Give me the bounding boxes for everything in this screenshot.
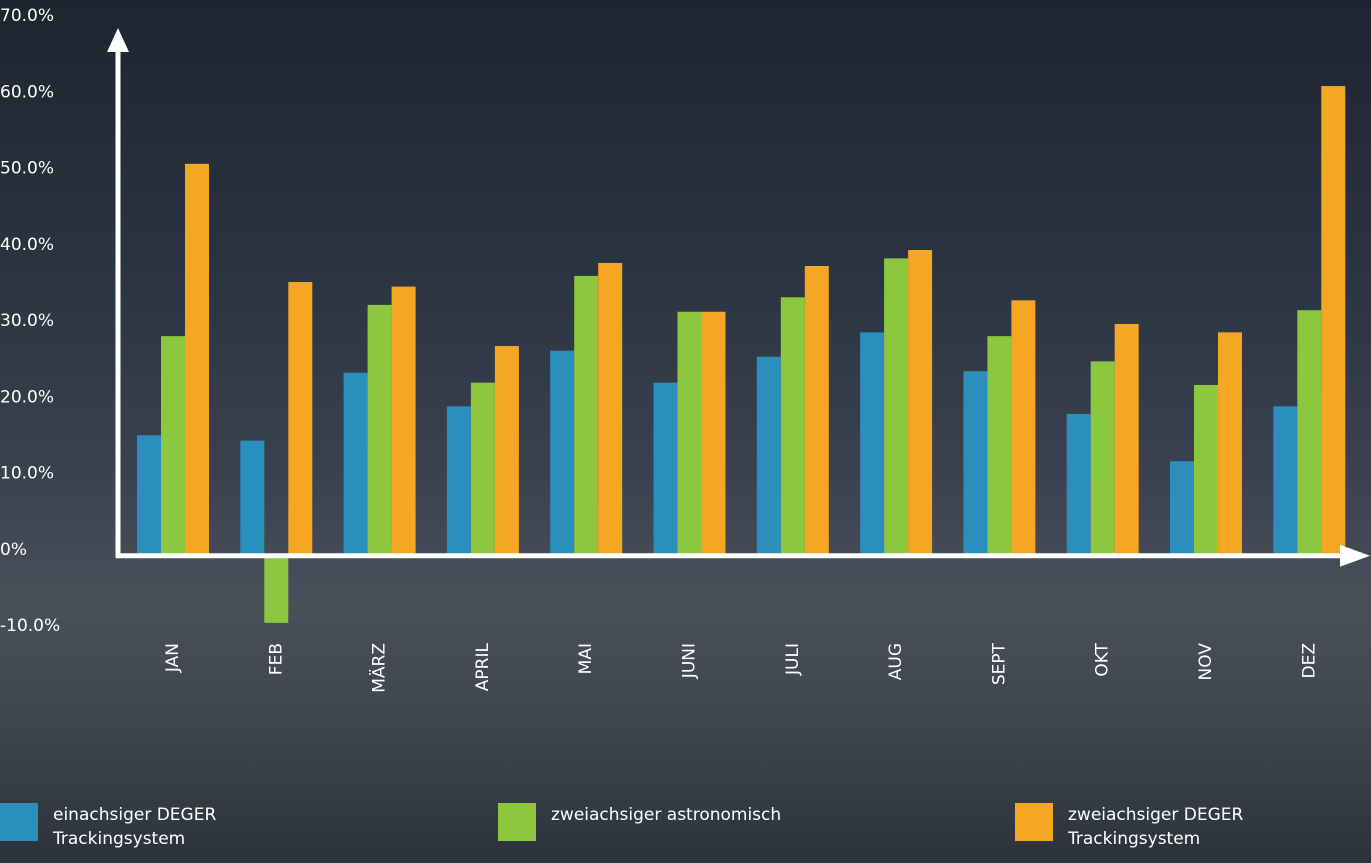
bar: [470, 382, 495, 556]
y-axis-arrow: [107, 28, 129, 52]
bar: [804, 266, 829, 556]
bar: [494, 346, 519, 556]
bar: [367, 304, 392, 556]
bar: [780, 297, 805, 556]
x-tick-label: DEZ: [1299, 643, 1319, 678]
bar: [185, 163, 209, 556]
bar: [343, 372, 368, 556]
bar: [1090, 361, 1115, 556]
bar: [550, 350, 575, 556]
bar: [1066, 413, 1091, 556]
y-tick-label: 0%: [0, 540, 27, 560]
bar: [598, 262, 623, 556]
bar: [1114, 323, 1139, 556]
bar: [677, 311, 702, 556]
legend-label: zweiachsiger astronomisch: [551, 805, 782, 825]
legend-item: zweiachsiger DEGER Trackingsystem: [1015, 803, 1255, 851]
y-tick-label: 30.0%: [0, 311, 54, 331]
x-tick-label: NOV: [1196, 643, 1216, 681]
bar: [701, 311, 726, 556]
bar: [1011, 300, 1036, 556]
bar: [391, 286, 416, 556]
bar: [574, 275, 599, 556]
bar: [446, 406, 471, 556]
x-tick-label: APRIL: [473, 642, 493, 691]
y-tick-label: 40.0%: [0, 235, 54, 255]
x-tick-label: JUNI: [680, 643, 700, 679]
y-tick-label: -10.0%: [0, 616, 60, 636]
bar: [137, 435, 161, 556]
y-tick-label: 60.0%: [0, 82, 54, 102]
bar: [1194, 384, 1218, 556]
legend-label: zweiachsiger DEGER Trackingsystem: [1068, 805, 1244, 849]
bar: [161, 336, 185, 556]
y-tick-label: 70.0%: [0, 6, 54, 26]
bar: [963, 371, 988, 556]
legend-swatch: [498, 803, 536, 841]
x-tick-label: MÄRZ: [369, 643, 390, 693]
legend-label: einachsiger DEGER Trackingsystem: [53, 805, 217, 849]
legend-item: zweiachsiger astronomisch: [498, 803, 818, 841]
y-tick-label: 10.0%: [0, 464, 54, 484]
x-tick-label: FEB: [266, 643, 286, 675]
x-tick-label: SEPT: [989, 642, 1009, 685]
bar: [987, 336, 1012, 556]
bar: [756, 356, 781, 556]
bar: [288, 282, 313, 556]
x-axis-arrow: [1340, 544, 1370, 567]
y-tick-label: 50.0%: [0, 159, 54, 179]
bar: [884, 258, 909, 556]
bar: [1218, 332, 1242, 556]
legend-swatch: [0, 803, 38, 841]
legend-item: einachsiger DEGER Trackingsystem: [0, 803, 260, 851]
x-tick-label: JAN: [163, 643, 183, 673]
bar: [1273, 406, 1298, 556]
bar: [264, 555, 289, 623]
bar: [240, 440, 265, 556]
bar: [1321, 86, 1346, 556]
bar: [860, 332, 885, 556]
bar: [908, 249, 933, 556]
x-tick-label: JULI: [783, 643, 803, 676]
x-tick-label: AUG: [886, 643, 906, 680]
legend-swatch: [1015, 803, 1053, 841]
bar: [653, 382, 678, 556]
y-tick-label: 20.0%: [0, 387, 54, 407]
x-tick-label: MAI: [576, 643, 596, 674]
bar: [1170, 461, 1194, 556]
x-tick-label: OKT: [1093, 642, 1113, 676]
bar: [1297, 310, 1322, 556]
